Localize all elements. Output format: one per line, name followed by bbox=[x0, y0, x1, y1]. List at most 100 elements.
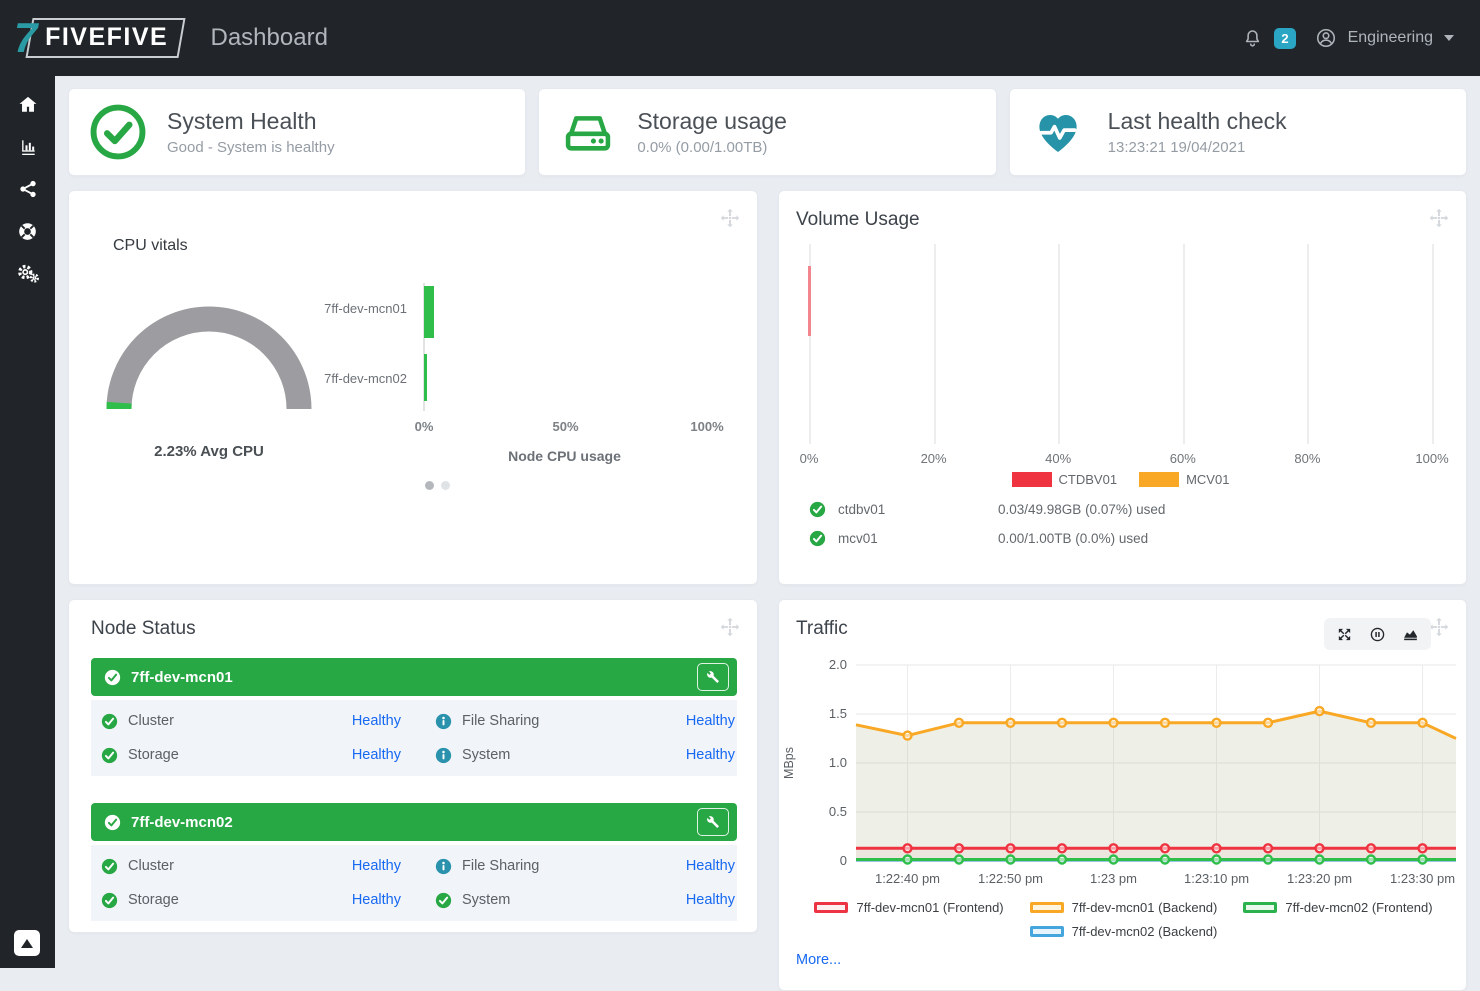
service-status-link[interactable]: Healthy bbox=[685, 858, 735, 874]
check-circle-icon bbox=[89, 103, 147, 161]
service-row: Cluster Healthy File Sharing Healthy bbox=[91, 704, 737, 738]
bar-chart-icon bbox=[18, 136, 38, 158]
service-status-link[interactable]: Healthy bbox=[351, 713, 401, 729]
traffic-more-link[interactable]: More... bbox=[796, 952, 842, 968]
node-block: 7ff-dev-mcn01 Cluster Healthy File Sharing H… bbox=[91, 658, 737, 776]
user-avatar-icon[interactable] bbox=[1315, 27, 1337, 49]
vol-axis-tick: 0% bbox=[799, 451, 819, 466]
sidebar-item-home[interactable] bbox=[0, 84, 55, 126]
svg-text:1:22:50 pm: 1:22:50 pm bbox=[978, 871, 1043, 886]
move-handle-icon[interactable] bbox=[1428, 207, 1450, 229]
carousel-dot[interactable] bbox=[441, 481, 450, 490]
sidebar bbox=[0, 76, 55, 968]
svg-text:1:23:10 pm: 1:23:10 pm bbox=[1184, 871, 1249, 886]
legend-swatch bbox=[814, 902, 849, 913]
node-wrench-button[interactable] bbox=[697, 663, 729, 691]
card-text: Last health check 13:23:21 19/04/2021 bbox=[1108, 108, 1287, 156]
avg-cpu-gauge bbox=[106, 306, 312, 410]
sidebar-item-support[interactable] bbox=[0, 210, 55, 252]
card-text: System Health Good - System is healthy bbox=[167, 108, 335, 156]
ncpu-category-label: 7ff-dev-mcn02 bbox=[324, 371, 407, 386]
volume-usage-chart: 0% 20% 40% 60% 80% 100% bbox=[800, 244, 1449, 466]
service-status-link[interactable]: Healthy bbox=[685, 892, 735, 908]
avg-cpu-gauge-label: 2.23% Avg CPU bbox=[154, 443, 264, 460]
service-status-link[interactable]: Healthy bbox=[685, 747, 735, 763]
svg-text:0: 0 bbox=[840, 853, 847, 868]
area-chart-icon[interactable] bbox=[1402, 626, 1419, 643]
service-status-link[interactable]: Healthy bbox=[685, 713, 735, 729]
volume-name: mcv01 bbox=[838, 530, 878, 546]
traffic-toolbar bbox=[1324, 618, 1431, 650]
vol-legend-item: CTDBV01 bbox=[1011, 472, 1118, 487]
legend-swatch bbox=[1011, 472, 1052, 487]
volume-usage-text: 0.03/49.98GB (0.07%) used bbox=[998, 501, 1166, 517]
service-row: Cluster Healthy File Sharing Healthy bbox=[91, 849, 737, 883]
check-circle-icon bbox=[101, 858, 118, 874]
share-icon bbox=[18, 179, 38, 199]
notifications-bell-icon[interactable] bbox=[1242, 27, 1263, 49]
service-status-link[interactable]: Healthy bbox=[351, 858, 401, 874]
legend-label: 7ff-dev-mcn02 (Backend) bbox=[1071, 924, 1218, 939]
check-circle-icon bbox=[809, 530, 826, 546]
vol-axis-tick: 100% bbox=[1415, 451, 1449, 466]
last-health-check-card: Last health check 13:23:21 19/04/2021 bbox=[1008, 88, 1467, 176]
card-subtitle: 13:23:21 19/04/2021 bbox=[1107, 139, 1246, 156]
svg-text:2.0: 2.0 bbox=[829, 657, 847, 672]
hdd-icon bbox=[559, 103, 617, 161]
service-cell: System Healthy bbox=[435, 892, 735, 909]
volume-usage-panel: Volume Usage 0% 20% 40% 60% 80% 100% CTDBV01 M… bbox=[778, 190, 1467, 585]
service-cell: File Sharing Healthy bbox=[435, 713, 735, 730]
node-wrench-button[interactable] bbox=[697, 808, 729, 836]
vol-gridline bbox=[1182, 244, 1185, 444]
node-status-panel: Node Status 7ff-dev-mcn01 Cluster Healthy F… bbox=[68, 599, 758, 933]
carousel-dots bbox=[425, 481, 450, 490]
vol-axis-tick: 60% bbox=[1169, 451, 1196, 466]
legend-label: CTDBV01 bbox=[1058, 472, 1118, 487]
service-cell: Cluster Healthy bbox=[101, 858, 401, 875]
sidebar-item-settings[interactable] bbox=[0, 252, 55, 294]
service-cell: File Sharing Healthy bbox=[435, 858, 735, 875]
move-handle-icon[interactable] bbox=[1428, 616, 1450, 638]
service-label: System bbox=[462, 892, 511, 908]
move-handle-icon[interactable] bbox=[719, 207, 741, 229]
vol-gridline bbox=[1432, 244, 1434, 444]
home-icon bbox=[17, 94, 39, 116]
expand-icon[interactable] bbox=[1336, 626, 1353, 643]
service-label: Storage bbox=[128, 892, 179, 908]
legend-swatch bbox=[1243, 902, 1278, 913]
traffic-panel: Traffic 2.0 1.5 1.0 0.5 0 1:22:40 pm 1:22:50 p… bbox=[778, 599, 1467, 991]
pause-icon[interactable] bbox=[1369, 626, 1386, 643]
service-status-link[interactable]: Healthy bbox=[351, 747, 401, 763]
card-subtitle: Good - System is healthy bbox=[167, 139, 335, 156]
sidebar-item-share[interactable] bbox=[0, 168, 55, 210]
traffic-legend-row: 7ff-dev-mcn01 (Frontend) 7ff-dev-mcn01 (B… bbox=[807, 900, 1440, 915]
sidebar-item-charts[interactable] bbox=[0, 126, 55, 168]
service-cell: Storage Healthy bbox=[101, 892, 401, 909]
panel-title: Node Status bbox=[91, 618, 196, 639]
volume-usage-text: 0.00/1.00TB (0.0%) used bbox=[998, 530, 1149, 546]
vol-gridline bbox=[809, 244, 811, 444]
sidebar-collapse-button[interactable] bbox=[14, 930, 40, 956]
header-actions: 2 Engineering bbox=[1242, 27, 1454, 49]
notification-count-badge[interactable]: 2 bbox=[1274, 27, 1296, 49]
ncpu-axis-tick: 100% bbox=[690, 419, 724, 434]
node-service-rows: Cluster Healthy File Sharing Healthy Storage… bbox=[91, 700, 737, 776]
traffic-legend: 7ff-dev-mcn01 (Frontend) 7ff-dev-mcn01 (B… bbox=[807, 900, 1440, 948]
dashboard-content: System Health Good - System is healthy S… bbox=[55, 76, 1480, 991]
node-status-list: 7ff-dev-mcn01 Cluster Healthy File Sharing H… bbox=[91, 658, 737, 921]
carousel-dot-active[interactable] bbox=[425, 481, 434, 490]
check-circle-icon bbox=[101, 747, 118, 763]
move-handle-icon[interactable] bbox=[719, 616, 741, 638]
panels-row-1: CPU vitals 2.23% Avg CPU 7ff-dev-mcn01 7f… bbox=[68, 190, 1467, 585]
svg-text:1:23 pm: 1:23 pm bbox=[1090, 871, 1137, 886]
node-header: 7ff-dev-mcn02 bbox=[91, 803, 737, 841]
traffic-legend-item: 7ff-dev-mcn02 (Frontend) bbox=[1243, 900, 1433, 915]
user-menu[interactable]: Engineering bbox=[1347, 29, 1433, 46]
vol-gridline bbox=[1058, 244, 1061, 444]
service-row: Storage Healthy System Healthy bbox=[91, 883, 737, 917]
legend-swatch bbox=[1139, 472, 1180, 487]
chevron-down-icon[interactable] bbox=[1444, 35, 1454, 41]
panel-title: Volume Usage bbox=[796, 209, 920, 230]
service-status-link[interactable]: Healthy bbox=[351, 892, 401, 908]
info-circle-icon bbox=[435, 713, 452, 729]
